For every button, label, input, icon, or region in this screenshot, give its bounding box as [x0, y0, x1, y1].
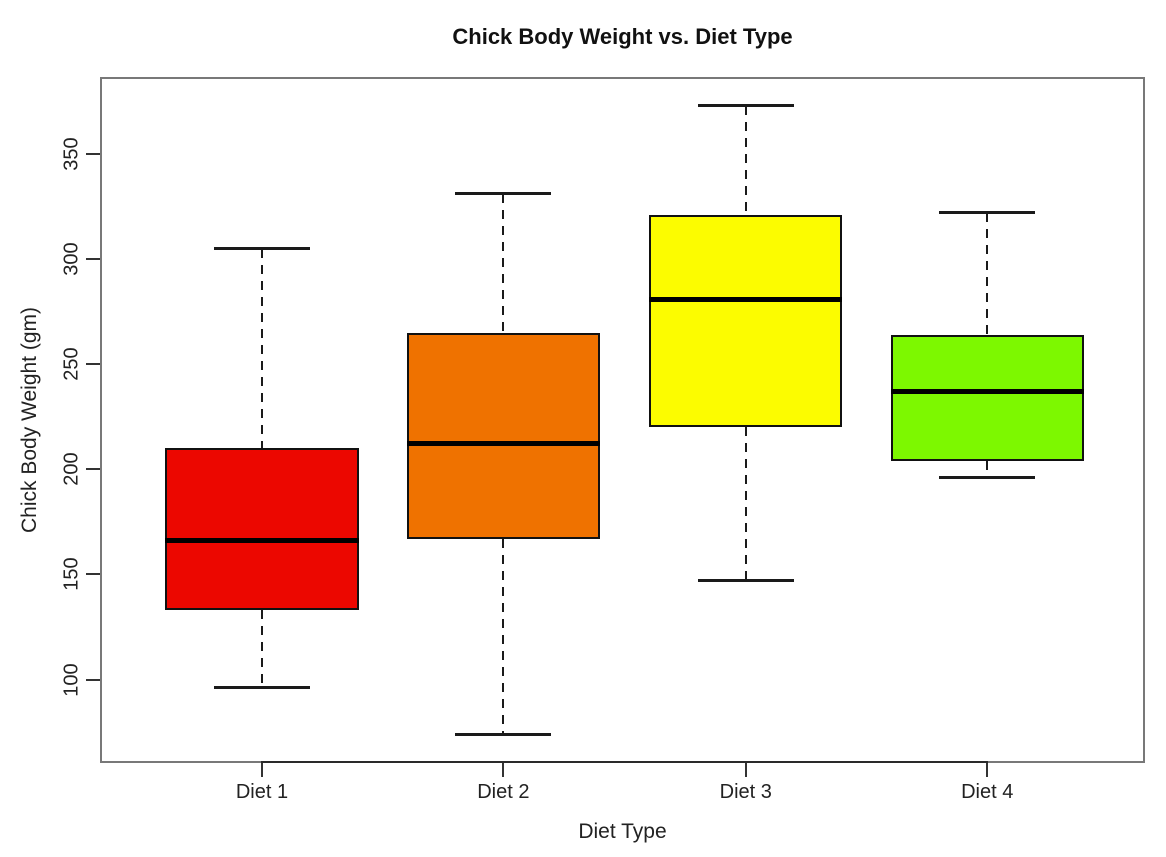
- x-axis-tick: [744, 763, 747, 777]
- box-diet-1: [165, 448, 359, 611]
- y-axis-tick: [86, 152, 100, 155]
- whisker-cap-lower-diet-2: [455, 732, 552, 736]
- whisker-cap-upper-diet-4: [939, 211, 1036, 215]
- whisker-lower-diet-2: [502, 538, 505, 735]
- x-axis-tick: [502, 763, 505, 777]
- whisker-cap-upper-diet-3: [697, 104, 794, 108]
- x-tick-label: Diet 4: [961, 781, 1014, 803]
- whisker-lower-diet-4: [986, 460, 989, 478]
- whisker-cap-upper-diet-2: [455, 192, 552, 196]
- y-axis-tick: [86, 363, 100, 366]
- x-axis-tick: [986, 763, 989, 777]
- x-axis-tick: [260, 763, 263, 777]
- y-axis-tick: [86, 678, 100, 681]
- whisker-upper-diet-1: [260, 248, 263, 449]
- y-tick-label: 250: [60, 347, 83, 381]
- y-tick-label: 100: [60, 662, 83, 697]
- median-diet-3: [649, 296, 843, 302]
- y-axis-tick: [86, 468, 100, 471]
- y-tick-label: 200: [60, 452, 83, 486]
- whisker-cap-upper-diet-1: [213, 247, 311, 251]
- x-tick-label: Diet 1: [235, 781, 289, 803]
- y-tick-label: 150: [60, 557, 83, 592]
- y-tick-label: 350: [60, 137, 83, 171]
- y-axis-tick: [86, 573, 100, 576]
- median-diet-1: [165, 538, 359, 544]
- chart-title: Chick Body Weight vs. Diet Type: [452, 24, 793, 49]
- box-diet-4: [890, 334, 1084, 461]
- whisker-cap-lower-diet-3: [697, 579, 794, 583]
- whisker-upper-diet-2: [502, 193, 505, 333]
- plot-panel: [100, 77, 1145, 763]
- box-diet-2: [406, 332, 601, 539]
- whisker-lower-diet-3: [744, 427, 747, 581]
- median-diet-2: [406, 440, 601, 446]
- whisker-cap-lower-diet-4: [939, 476, 1036, 480]
- x-axis-title: Diet Type: [578, 820, 667, 843]
- whisker-upper-diet-4: [986, 212, 989, 335]
- y-axis-tick: [86, 258, 100, 261]
- y-tick-label: 300: [60, 242, 83, 276]
- x-tick-label: Diet 3: [719, 781, 772, 803]
- x-axis-line: [260, 761, 989, 763]
- median-diet-4: [890, 389, 1084, 394]
- y-axis-title: Chick Body Weight (gm): [18, 306, 41, 534]
- whisker-cap-lower-diet-1: [213, 686, 311, 690]
- box-diet-3: [649, 214, 843, 428]
- x-tick-label: Diet 2: [477, 781, 530, 803]
- whisker-upper-diet-3: [744, 105, 747, 215]
- whisker-lower-diet-1: [260, 610, 263, 688]
